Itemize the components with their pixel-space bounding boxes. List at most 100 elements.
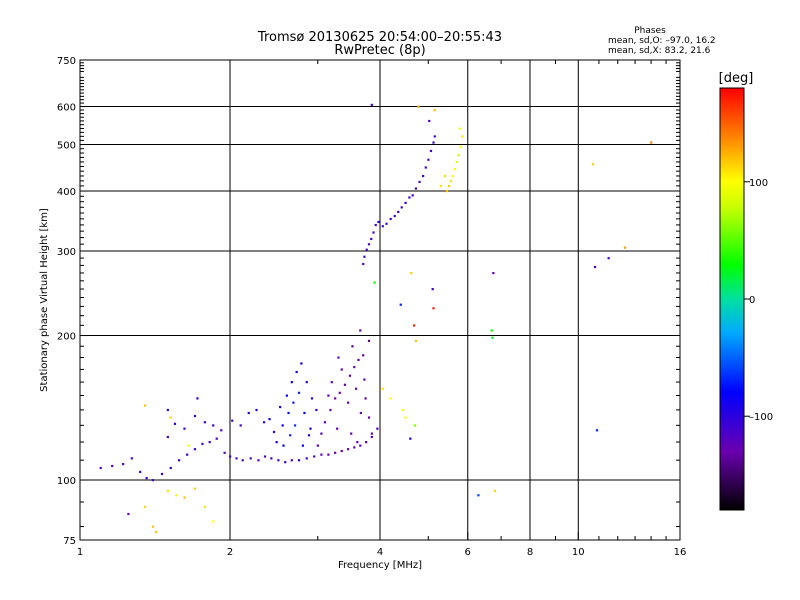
chart-subtitle: RwPretec (8p) xyxy=(334,43,425,58)
data-point xyxy=(351,345,354,348)
x-tick-label: 4 xyxy=(377,547,383,558)
data-point xyxy=(293,424,297,427)
data-point xyxy=(365,441,368,444)
data-point xyxy=(461,135,464,138)
data-point xyxy=(363,255,366,258)
data-point xyxy=(320,453,323,456)
data-point xyxy=(277,459,280,462)
data-point xyxy=(305,381,308,384)
data-point xyxy=(389,397,392,400)
data-point xyxy=(431,288,434,291)
data-point xyxy=(336,427,339,430)
axis-ticks: 1 2 4 6 8 10 16 75 100 200 300 400 500 600 750 xyxy=(57,56,686,558)
data-point xyxy=(350,432,353,435)
data-point xyxy=(139,470,142,474)
data-point xyxy=(340,449,343,453)
data-point xyxy=(411,194,414,197)
data-point xyxy=(263,455,267,458)
data-point xyxy=(492,271,495,275)
x-tick-label: 16 xyxy=(674,547,687,558)
data-point xyxy=(451,174,455,178)
data-point xyxy=(223,451,226,454)
data-point xyxy=(623,246,627,249)
data-point xyxy=(300,362,303,365)
data-point xyxy=(323,421,327,424)
data-point xyxy=(370,432,373,435)
data-points xyxy=(99,103,653,534)
data-point xyxy=(183,427,186,430)
data-point xyxy=(367,243,371,246)
y-axis-label: Stationary phase Virtual Height [km] xyxy=(39,208,50,392)
data-point xyxy=(203,505,206,508)
data-point xyxy=(281,424,284,427)
data-point xyxy=(307,434,311,437)
y-tick-label: 500 xyxy=(57,141,76,152)
data-point xyxy=(356,441,359,444)
data-point xyxy=(346,401,350,404)
data-point xyxy=(255,408,258,412)
y-tick-label: 75 xyxy=(63,536,76,547)
data-point xyxy=(413,424,417,427)
data-point xyxy=(364,397,367,400)
data-point xyxy=(208,441,211,444)
data-point xyxy=(270,457,273,460)
y-tick-label: 750 xyxy=(57,56,76,67)
data-point xyxy=(320,432,323,435)
x-tick-label: 6 xyxy=(465,547,471,558)
data-point xyxy=(418,180,421,184)
data-point xyxy=(143,404,147,407)
data-point xyxy=(490,329,493,332)
data-point xyxy=(402,408,405,412)
data-point xyxy=(282,444,285,447)
data-point xyxy=(427,158,430,161)
data-point xyxy=(370,103,373,106)
data-point xyxy=(359,329,362,332)
data-point xyxy=(275,441,278,444)
data-point xyxy=(166,489,169,492)
data-point xyxy=(429,149,433,153)
data-point xyxy=(315,408,318,412)
data-point xyxy=(99,466,102,470)
data-point xyxy=(309,427,312,430)
colorbar-label: [deg] xyxy=(719,71,754,86)
data-point xyxy=(235,457,238,460)
data-point xyxy=(193,487,197,490)
data-point xyxy=(292,401,295,404)
data-point xyxy=(477,494,480,497)
data-point xyxy=(381,387,384,390)
data-point xyxy=(297,391,301,394)
data-point xyxy=(410,271,413,275)
data-point xyxy=(353,446,356,449)
data-point xyxy=(417,105,420,108)
data-point xyxy=(145,476,148,480)
data-point xyxy=(404,201,407,205)
data-point xyxy=(337,356,340,359)
data-point xyxy=(287,411,290,415)
data-point xyxy=(367,416,371,419)
data-point xyxy=(166,435,169,439)
data-point xyxy=(455,160,458,164)
data-point xyxy=(187,444,190,447)
data-point xyxy=(329,408,332,412)
data-point xyxy=(196,397,199,400)
data-point xyxy=(372,231,375,234)
data-point xyxy=(249,457,252,460)
data-point xyxy=(285,394,288,397)
data-point xyxy=(359,444,362,447)
data-point xyxy=(353,365,356,369)
data-point xyxy=(376,427,379,430)
data-point xyxy=(370,237,373,241)
data-point xyxy=(370,435,373,439)
data-point xyxy=(334,397,337,400)
y-tick-label: 200 xyxy=(57,332,76,343)
data-point xyxy=(593,265,597,269)
data-point xyxy=(346,448,350,451)
y-tick-label: 400 xyxy=(57,187,76,198)
colorbar-tick-label: 0 xyxy=(749,295,755,306)
data-point xyxy=(343,383,347,386)
data-point xyxy=(363,378,366,381)
data-point xyxy=(458,127,461,130)
y-tick-label: 100 xyxy=(57,476,76,487)
data-point xyxy=(374,223,377,227)
